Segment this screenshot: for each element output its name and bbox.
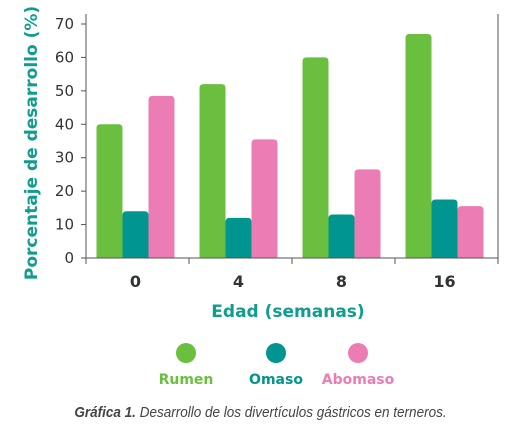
y-tick-label: 40 [55, 115, 74, 133]
bar-rumen-0 [96, 124, 123, 259]
y-tick-label: 50 [55, 82, 74, 100]
x-tick-label: 16 [433, 272, 455, 291]
figure-caption: Gráfica 1. Desarrollo de los divertículo… [26, 404, 495, 421]
bar-abomaso-4 [251, 139, 278, 258]
y-tick-label: 20 [55, 182, 74, 200]
x-tick-label: 0 [130, 272, 141, 291]
y-tick-label: 0 [64, 249, 74, 267]
x-axis-ticks: 0 4 8 16 [85, 258, 499, 291]
bar-omaso-16 [431, 199, 458, 258]
x-tick-label: 4 [233, 272, 244, 291]
legend-label-rumen: Rumen [159, 372, 214, 388]
y-tick-label: 60 [55, 48, 74, 66]
bar-rumen-8 [302, 57, 329, 258]
bars [96, 34, 484, 259]
legend-label-abomaso: Abomaso [322, 372, 395, 388]
bar-omaso-4 [225, 217, 252, 258]
legend: Rumen Omaso Abomaso [159, 343, 395, 388]
bar-abomaso-8 [354, 169, 381, 258]
legend-swatch-rumen [176, 343, 196, 363]
bar-omaso-8 [328, 214, 355, 258]
legend-swatch-omaso [266, 343, 286, 363]
caption-label: Gráfica 1. [74, 404, 136, 421]
x-tick-label: 8 [336, 272, 347, 291]
y-axis-label: Porcentaje de desarrollo (%) [22, 6, 42, 280]
bar-omaso-0 [122, 211, 149, 258]
y-tick-label: 70 [55, 15, 74, 33]
x-axis-label: Edad (semanas) [211, 302, 364, 322]
y-tick-label: 10 [55, 216, 74, 234]
y-tick-label: 30 [55, 149, 74, 167]
y-axis-ticks: 0 10 20 30 40 50 60 70 [55, 15, 86, 267]
bar-abomaso-0 [148, 95, 175, 258]
legend-label-omaso: Omaso [249, 372, 303, 388]
bar-chart: 0 10 20 30 40 50 60 70 0 4 8 16 Porcentaje de desa… [22, 6, 499, 388]
bar-abomaso-16 [457, 206, 484, 258]
bar-rumen-4 [199, 84, 226, 259]
caption-text: Desarrollo de los divertículos gástricos… [139, 404, 447, 421]
legend-swatch-abomaso [348, 343, 368, 363]
bar-rumen-16 [405, 34, 432, 259]
